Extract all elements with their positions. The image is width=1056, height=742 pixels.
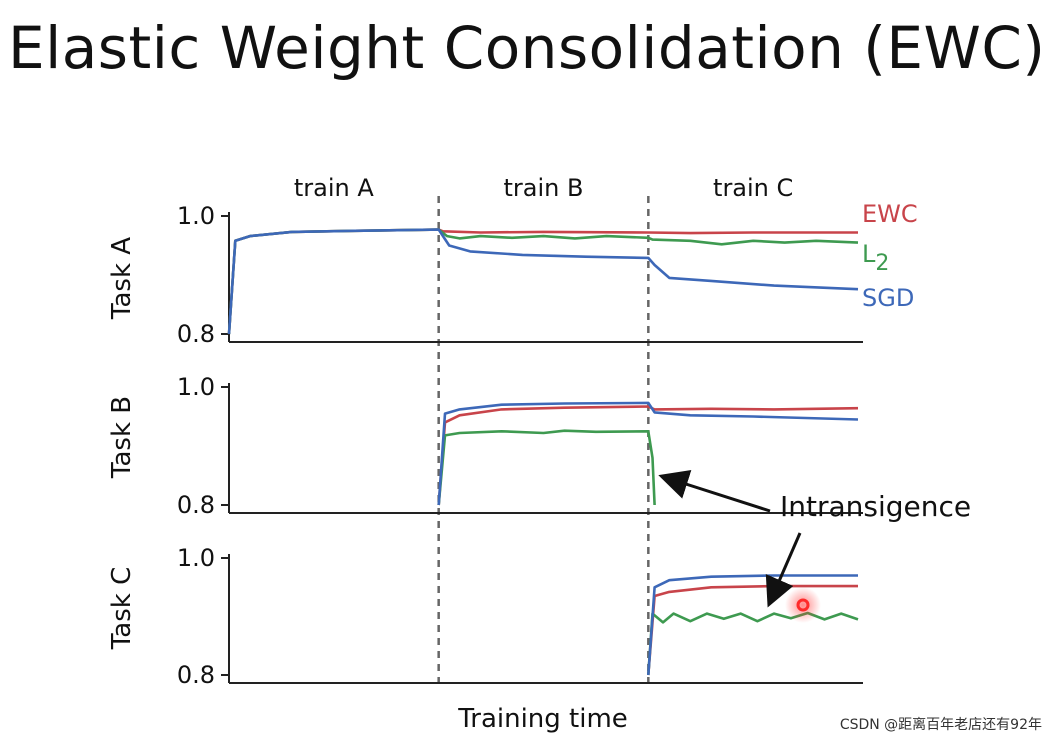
annotation-text: Intransigence — [780, 490, 971, 523]
phase-label: train C — [713, 174, 793, 202]
series-line-ewc — [227, 228, 858, 335]
phase-label: train A — [294, 174, 374, 202]
y-tick-label: 1.0 — [177, 373, 215, 401]
y-axis-label: Task B — [107, 396, 137, 479]
y-tick-label: 0.8 — [177, 491, 215, 519]
y-axis-label: Task C — [107, 567, 137, 651]
y-tick-label: 1.0 — [177, 544, 215, 572]
panels: 1.0 0.8 Task A 1.0 0.8 Task B 1.0 0.8 Task C — [107, 202, 863, 689]
legend: EWC L2 SGD — [862, 200, 918, 312]
series-line-l2 — [647, 611, 859, 676]
y-tick-label: 1.0 — [177, 202, 215, 230]
series-line-ewc — [647, 584, 858, 676]
legend-entry-l2: L2 — [862, 240, 889, 276]
panel-task-c: 1.0 0.8 Task C — [107, 544, 863, 689]
cursor-highlight — [785, 587, 821, 623]
panel-task-a: 1.0 0.8 Task A — [107, 202, 863, 348]
y-tick-label: 0.8 — [177, 661, 215, 689]
annotation-arrow-task-c — [765, 532, 802, 608]
y-axis-label: Task A — [107, 237, 137, 320]
phase-label: train B — [504, 174, 584, 202]
y-tick-label: 0.8 — [177, 320, 215, 348]
legend-entry-ewc: EWC — [862, 200, 918, 228]
series-line-l2 — [227, 228, 859, 335]
cursor-ring — [796, 598, 810, 612]
legend-entry-sgd: SGD — [862, 284, 914, 312]
panel-task-b: 1.0 0.8 Task B — [107, 373, 863, 519]
phase-labels: train A train B train C — [294, 174, 793, 202]
series-line-sgd — [437, 401, 859, 506]
annotation: Intransigence — [658, 470, 971, 623]
series-line-sgd — [227, 228, 859, 335]
watermark: CSDN @距离百年老店还有92年 — [839, 717, 1042, 733]
series-line-ewc — [437, 405, 859, 506]
slide-title: Elastic Weight Consolidation (EWC) — [8, 14, 1046, 82]
series-line-l2 — [437, 429, 656, 506]
x-axis-label: Training time — [457, 704, 628, 734]
annotation-arrow-task-b — [658, 470, 771, 513]
phase-dividers — [437, 196, 650, 683]
